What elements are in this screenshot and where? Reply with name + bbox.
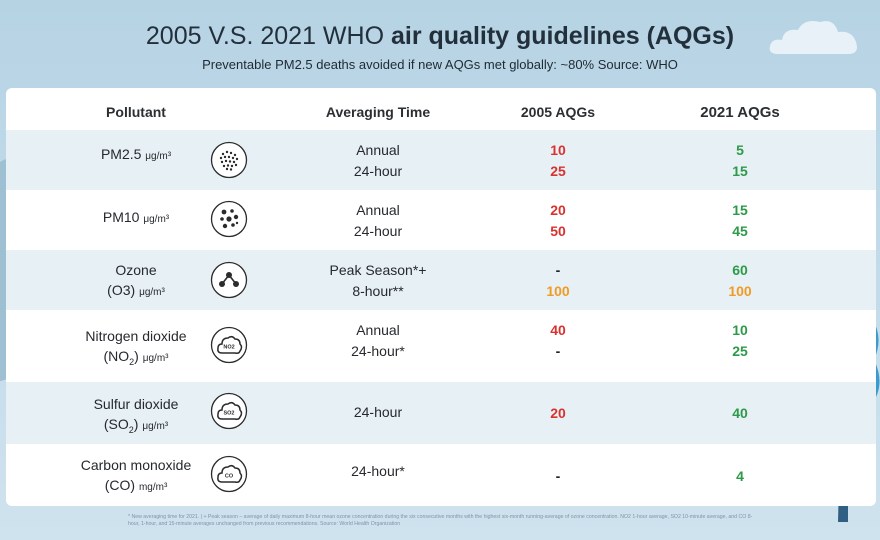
aqg-2005-values: - [555, 468, 561, 484]
header-pollutant: Pollutant [106, 104, 166, 120]
svg-text:CO: CO [225, 474, 234, 480]
averaging-time: Peak Season*+ 8-hour** [329, 262, 427, 299]
no2-cloud-icon: NO2 [210, 326, 248, 364]
title-bold-text: air quality guidelines (AQGs) [390, 22, 735, 50]
page-title: 2005 V.S. 2021 WHO air quality guideline… [0, 22, 880, 51]
aqg-2005-values: 20 [550, 405, 566, 421]
pollutant-name: Sulfur dioxide (SO2) μg/m³ [93, 396, 179, 435]
averaging-time: Annual 24-hour [353, 142, 403, 179]
aqg-2005-values: - 100 [546, 262, 570, 299]
header-2005-aqgs: 2005 AQGs [520, 104, 596, 120]
aqg-2005-values: 10 25 [550, 142, 566, 179]
aqg-2021-values: 60 100 [728, 262, 752, 299]
pollutant-name: PM10 μg/m³ [102, 209, 170, 225]
pollutant-name: Ozone (O3) μg/m³ [107, 262, 165, 298]
table-row-ozone: Ozone (O3) μg/m³ Peak Season*+ 8-hour** … [6, 250, 876, 310]
so2-cloud-icon: SO2 [210, 392, 248, 430]
table-header: Pollutant Averaging Time 2005 AQGs 2021 … [6, 88, 876, 130]
aqg-2021-values: 5 15 [732, 142, 748, 179]
svg-text:NO2: NO2 [223, 345, 234, 351]
pollutant-name: PM2.5 μg/m³ [100, 146, 172, 162]
pollutant-name: Nitrogen dioxide (NO2) μg/m³ [85, 328, 187, 367]
footnote: * New averaging time for 2021. | + Peak … [128, 514, 753, 527]
co-cloud-icon: CO [210, 455, 248, 493]
table-row-pm25: PM2.5 μg/m³ Annual 24-hour 10 25 5 15 [6, 130, 876, 190]
averaging-time: 24-hour* [351, 463, 405, 479]
title-text: 2005 V.S. 2021 WHO [145, 22, 391, 50]
aqg-2021-values: 15 45 [732, 202, 748, 239]
aqg-2021-values: 10 25 [732, 322, 748, 359]
averaging-time: Annual 24-hour* [351, 322, 405, 359]
svg-text:SO2: SO2 [223, 411, 234, 417]
table-row-sulfur-dioxide: Sulfur dioxide (SO2) μg/m³ SO2 24-hour 2… [6, 382, 876, 444]
aqg-2005-values: 20 50 [550, 202, 566, 239]
ozone-molecule-icon [210, 261, 248, 299]
header-2021-aqgs: 2021 AQGs [700, 104, 780, 121]
averaging-time: 24-hour [353, 404, 403, 420]
aqg-2005-values: 40 - [550, 322, 566, 359]
table-row-pm10: PM10 μg/m³ Annual 24-hour 20 50 15 45 [6, 190, 876, 250]
pollutant-name: Carbon monoxide (CO) mg/m³ [80, 457, 192, 493]
aqg-table: Pollutant Averaging Time 2005 AQGs 2021 … [6, 88, 876, 506]
header-averaging-time: Averaging Time [325, 104, 431, 120]
pm10-particles-icon [210, 200, 248, 238]
aqg-2021-values: 40 [732, 405, 748, 421]
table-row-carbon-monoxide: Carbon monoxide (CO) mg/m³ CO 24-hour* -… [6, 444, 876, 506]
averaging-time: Annual 24-hour [353, 202, 403, 239]
aqg-2021-values: 4 [736, 468, 744, 484]
table-row-nitrogen-dioxide: Nitrogen dioxide (NO2) μg/m³ NO2 Annual … [6, 310, 876, 382]
page-subtitle: Preventable PM2.5 deaths avoided if new … [202, 57, 678, 72]
pm25-particles-icon [210, 141, 248, 179]
